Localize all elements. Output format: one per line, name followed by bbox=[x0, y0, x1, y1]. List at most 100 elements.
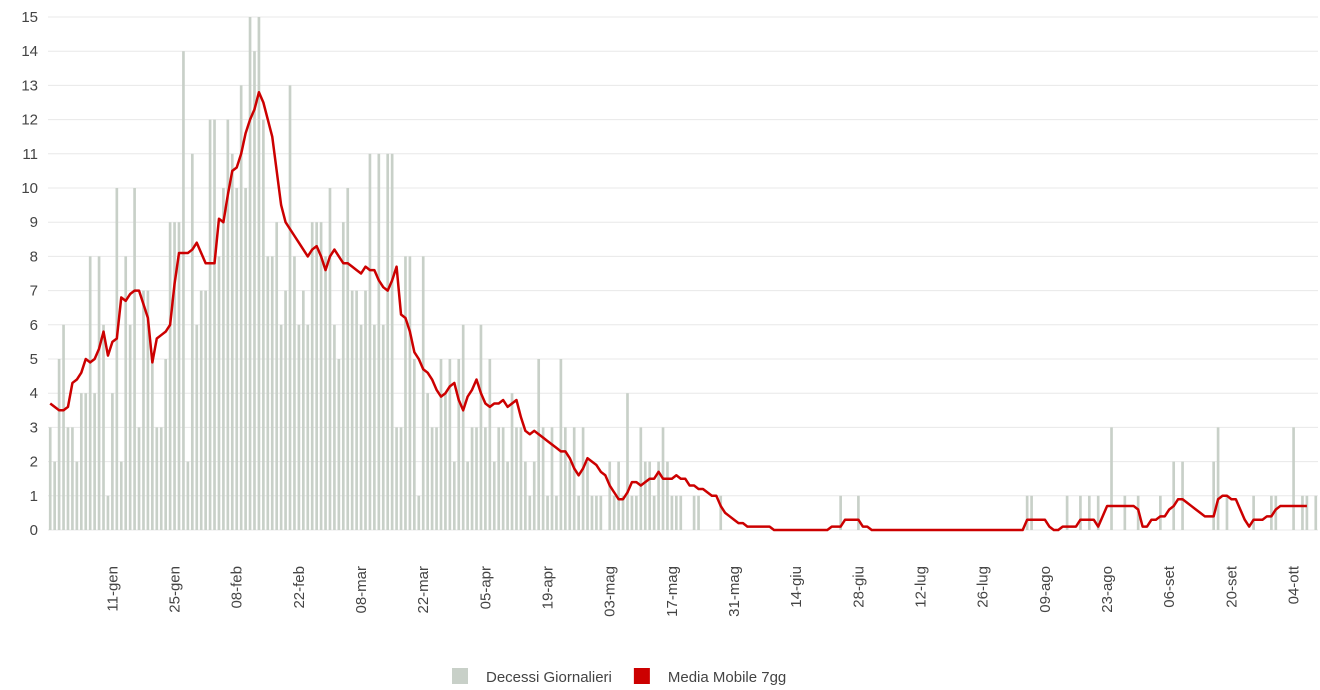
bar bbox=[697, 495, 700, 530]
bar bbox=[635, 495, 638, 530]
bar bbox=[524, 461, 527, 530]
bar bbox=[1252, 495, 1255, 530]
bar bbox=[306, 324, 310, 530]
x-tick-label: 09-ago bbox=[1037, 566, 1054, 613]
bar bbox=[586, 461, 589, 530]
bar bbox=[595, 495, 598, 530]
bar bbox=[319, 222, 323, 530]
bar bbox=[497, 427, 501, 530]
y-tick-label: 5 bbox=[30, 351, 38, 368]
bar bbox=[399, 427, 403, 530]
bar bbox=[226, 119, 230, 530]
bar bbox=[528, 495, 532, 530]
y-tick-label: 9 bbox=[30, 214, 38, 231]
bar bbox=[546, 495, 549, 530]
y-tick-label: 1 bbox=[30, 488, 38, 505]
legend-label: Decessi Giornalieri bbox=[486, 669, 612, 686]
bar bbox=[381, 324, 385, 530]
bar bbox=[297, 324, 301, 530]
bar bbox=[1305, 495, 1309, 530]
bar bbox=[270, 256, 274, 530]
bar bbox=[857, 495, 860, 530]
bar bbox=[612, 495, 616, 530]
bar bbox=[1079, 495, 1082, 530]
bar bbox=[151, 359, 154, 530]
bar bbox=[288, 85, 292, 531]
y-tick-label: 10 bbox=[21, 180, 38, 197]
bar bbox=[235, 188, 239, 530]
bar bbox=[510, 393, 514, 530]
bar bbox=[324, 256, 327, 530]
bar bbox=[532, 461, 536, 530]
bar bbox=[1225, 495, 1229, 530]
bar bbox=[266, 256, 270, 530]
bar bbox=[328, 188, 332, 530]
bar bbox=[204, 290, 207, 530]
bar bbox=[648, 461, 652, 530]
bar bbox=[555, 495, 558, 530]
bar bbox=[457, 359, 461, 530]
bar bbox=[550, 427, 554, 530]
x-tick-label: 11-gen bbox=[104, 566, 121, 612]
bar bbox=[84, 393, 88, 530]
bar bbox=[355, 290, 358, 530]
bar bbox=[346, 188, 350, 530]
bar bbox=[435, 427, 438, 530]
bar bbox=[1087, 495, 1091, 530]
bar bbox=[159, 427, 163, 530]
bar bbox=[461, 324, 465, 530]
bar bbox=[630, 495, 634, 530]
y-tick-label: 11 bbox=[22, 146, 38, 163]
bar bbox=[426, 393, 429, 530]
bar bbox=[675, 495, 678, 530]
bar bbox=[333, 324, 336, 530]
bar bbox=[102, 324, 105, 530]
line bbox=[49, 90, 1307, 532]
bar bbox=[501, 427, 505, 530]
x-tick-label: 23-ago bbox=[1099, 566, 1116, 613]
bar bbox=[186, 461, 190, 530]
bar bbox=[97, 256, 101, 530]
bar bbox=[133, 188, 136, 530]
x-tick-label: 31-mag bbox=[726, 566, 743, 617]
bar bbox=[515, 427, 518, 530]
bar bbox=[417, 495, 421, 530]
bar bbox=[506, 461, 509, 530]
bar bbox=[190, 153, 194, 531]
bar bbox=[106, 495, 110, 530]
bar bbox=[213, 119, 216, 530]
bar bbox=[1301, 495, 1304, 530]
bar bbox=[541, 427, 545, 530]
x-tick-label: 08-mar bbox=[353, 566, 370, 614]
bar bbox=[88, 256, 92, 530]
bar bbox=[563, 427, 567, 530]
bar bbox=[1216, 427, 1220, 530]
bar bbox=[617, 461, 620, 530]
bar bbox=[421, 256, 425, 530]
bar bbox=[484, 427, 487, 530]
bar bbox=[253, 51, 256, 530]
y-tick-label: 8 bbox=[30, 248, 38, 265]
x-tick-label: 08-feb bbox=[229, 566, 246, 609]
bar bbox=[395, 427, 398, 530]
x-tick-label: 04-ott bbox=[1286, 565, 1303, 604]
bar bbox=[359, 324, 363, 530]
bar bbox=[146, 290, 150, 530]
bar bbox=[302, 290, 305, 530]
bar bbox=[350, 290, 354, 530]
bar bbox=[66, 427, 70, 530]
bar bbox=[71, 427, 74, 530]
bar bbox=[217, 256, 221, 530]
bar bbox=[430, 427, 434, 530]
bar bbox=[537, 359, 541, 530]
y-tick-label: 2 bbox=[30, 454, 38, 471]
bar bbox=[1292, 427, 1295, 530]
bar bbox=[386, 153, 390, 531]
bar bbox=[439, 359, 443, 530]
bar bbox=[128, 324, 132, 530]
bar bbox=[93, 393, 96, 530]
bar bbox=[341, 222, 345, 530]
bar bbox=[719, 495, 723, 530]
bar bbox=[142, 290, 145, 530]
